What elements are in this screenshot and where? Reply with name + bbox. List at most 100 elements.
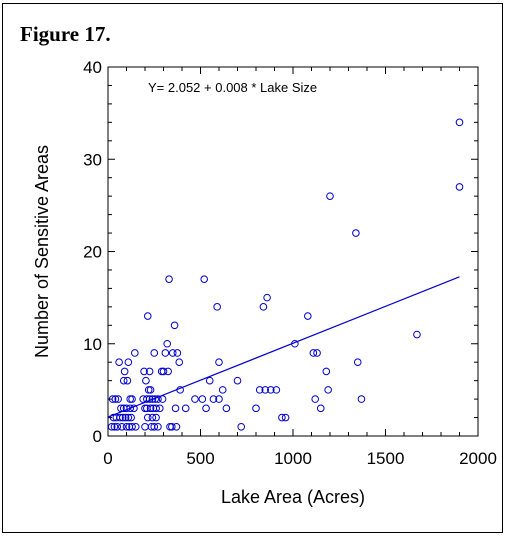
data-point	[261, 386, 270, 394]
data-point	[150, 349, 159, 357]
data-point	[119, 376, 128, 385]
data-point	[107, 422, 116, 431]
figure-label: Figure 17.	[20, 22, 111, 46]
data-point	[127, 413, 135, 422]
plot-frame	[107, 66, 479, 437]
data-point	[146, 386, 155, 394]
data-point	[455, 183, 464, 191]
data-point	[148, 413, 157, 422]
data-point	[215, 395, 223, 403]
data-point	[322, 367, 331, 376]
data-point	[158, 395, 167, 403]
data-point	[352, 229, 360, 237]
data-point	[181, 404, 190, 413]
data-point	[255, 386, 264, 394]
regression-equation: Y= 2.052 + 0.008 * Lake Size	[148, 80, 317, 95]
data-point	[357, 395, 366, 403]
data-point	[168, 349, 177, 357]
y-tick-label: 10	[83, 335, 102, 354]
x-tick-label: 1500	[367, 449, 405, 468]
data-point	[175, 358, 184, 367]
data-point	[209, 395, 218, 403]
data-point	[272, 386, 281, 394]
data-point	[146, 404, 155, 413]
data-point	[455, 118, 464, 127]
data-point	[165, 275, 173, 283]
data-point	[311, 395, 320, 403]
data-point	[281, 413, 290, 422]
y-tick-label: 0	[93, 427, 102, 446]
plot-area	[107, 66, 479, 437]
data-point	[191, 395, 199, 403]
data-point	[159, 367, 168, 376]
data-point	[161, 349, 170, 357]
data-point	[111, 395, 120, 403]
data-point	[131, 349, 139, 357]
data-point	[164, 367, 172, 376]
axis-ticks: 0 500 1000 1500 2000 0 10 20 30 40	[83, 58, 497, 468]
data-point	[154, 395, 162, 403]
data-point	[222, 404, 231, 413]
data-point	[143, 312, 152, 320]
x-tick-label: 0	[103, 449, 112, 468]
y-tick-label: 40	[83, 58, 102, 77]
data-point	[171, 404, 180, 413]
data-point	[304, 312, 312, 320]
data-point	[156, 404, 164, 413]
x-tick-label: 2000	[459, 449, 497, 468]
data-point	[123, 376, 132, 385]
data-point	[263, 293, 271, 302]
data-point	[237, 422, 245, 431]
data-point	[122, 404, 131, 413]
data-point	[141, 422, 149, 431]
data-point	[145, 395, 154, 403]
data-point	[202, 404, 210, 413]
x-axis-title: Lake Area (Acres)	[221, 487, 365, 507]
data-point	[413, 330, 421, 339]
data-point	[142, 376, 150, 385]
data-point	[170, 321, 179, 330]
regression-line	[107, 276, 460, 418]
data-point	[124, 358, 133, 367]
regression-layer	[107, 276, 460, 418]
data-point	[163, 339, 171, 348]
data-point	[173, 349, 182, 357]
data-point	[291, 339, 299, 348]
data-point	[218, 386, 227, 394]
data-point	[124, 413, 133, 422]
data-point	[152, 413, 160, 422]
data-point	[143, 413, 152, 422]
data-point	[126, 404, 134, 413]
data-point	[176, 386, 184, 394]
data-point	[128, 395, 136, 403]
data-point	[172, 422, 181, 431]
data-point	[151, 395, 159, 403]
data-point	[324, 386, 332, 394]
data-point	[114, 395, 122, 403]
data-point	[128, 422, 136, 431]
data-point	[168, 422, 176, 431]
data-point	[108, 395, 117, 403]
data-point	[122, 422, 131, 431]
x-tick-label: 1000	[274, 449, 312, 468]
data-point	[113, 422, 122, 431]
data-point	[353, 358, 362, 367]
data-point	[152, 404, 160, 413]
data-point	[120, 367, 129, 376]
data-point	[145, 367, 154, 376]
data-point	[150, 422, 159, 431]
data-point	[140, 367, 148, 376]
data-point	[233, 376, 242, 385]
data-point	[110, 422, 119, 431]
data-point	[198, 395, 207, 403]
data-point	[130, 404, 138, 413]
data-point	[116, 413, 124, 422]
data-point	[205, 376, 214, 385]
x-tick-label: 500	[186, 449, 214, 468]
data-point	[200, 275, 208, 283]
data-point	[115, 358, 123, 367]
data-point	[143, 395, 151, 403]
data-point	[309, 349, 318, 357]
data-point	[215, 358, 223, 367]
